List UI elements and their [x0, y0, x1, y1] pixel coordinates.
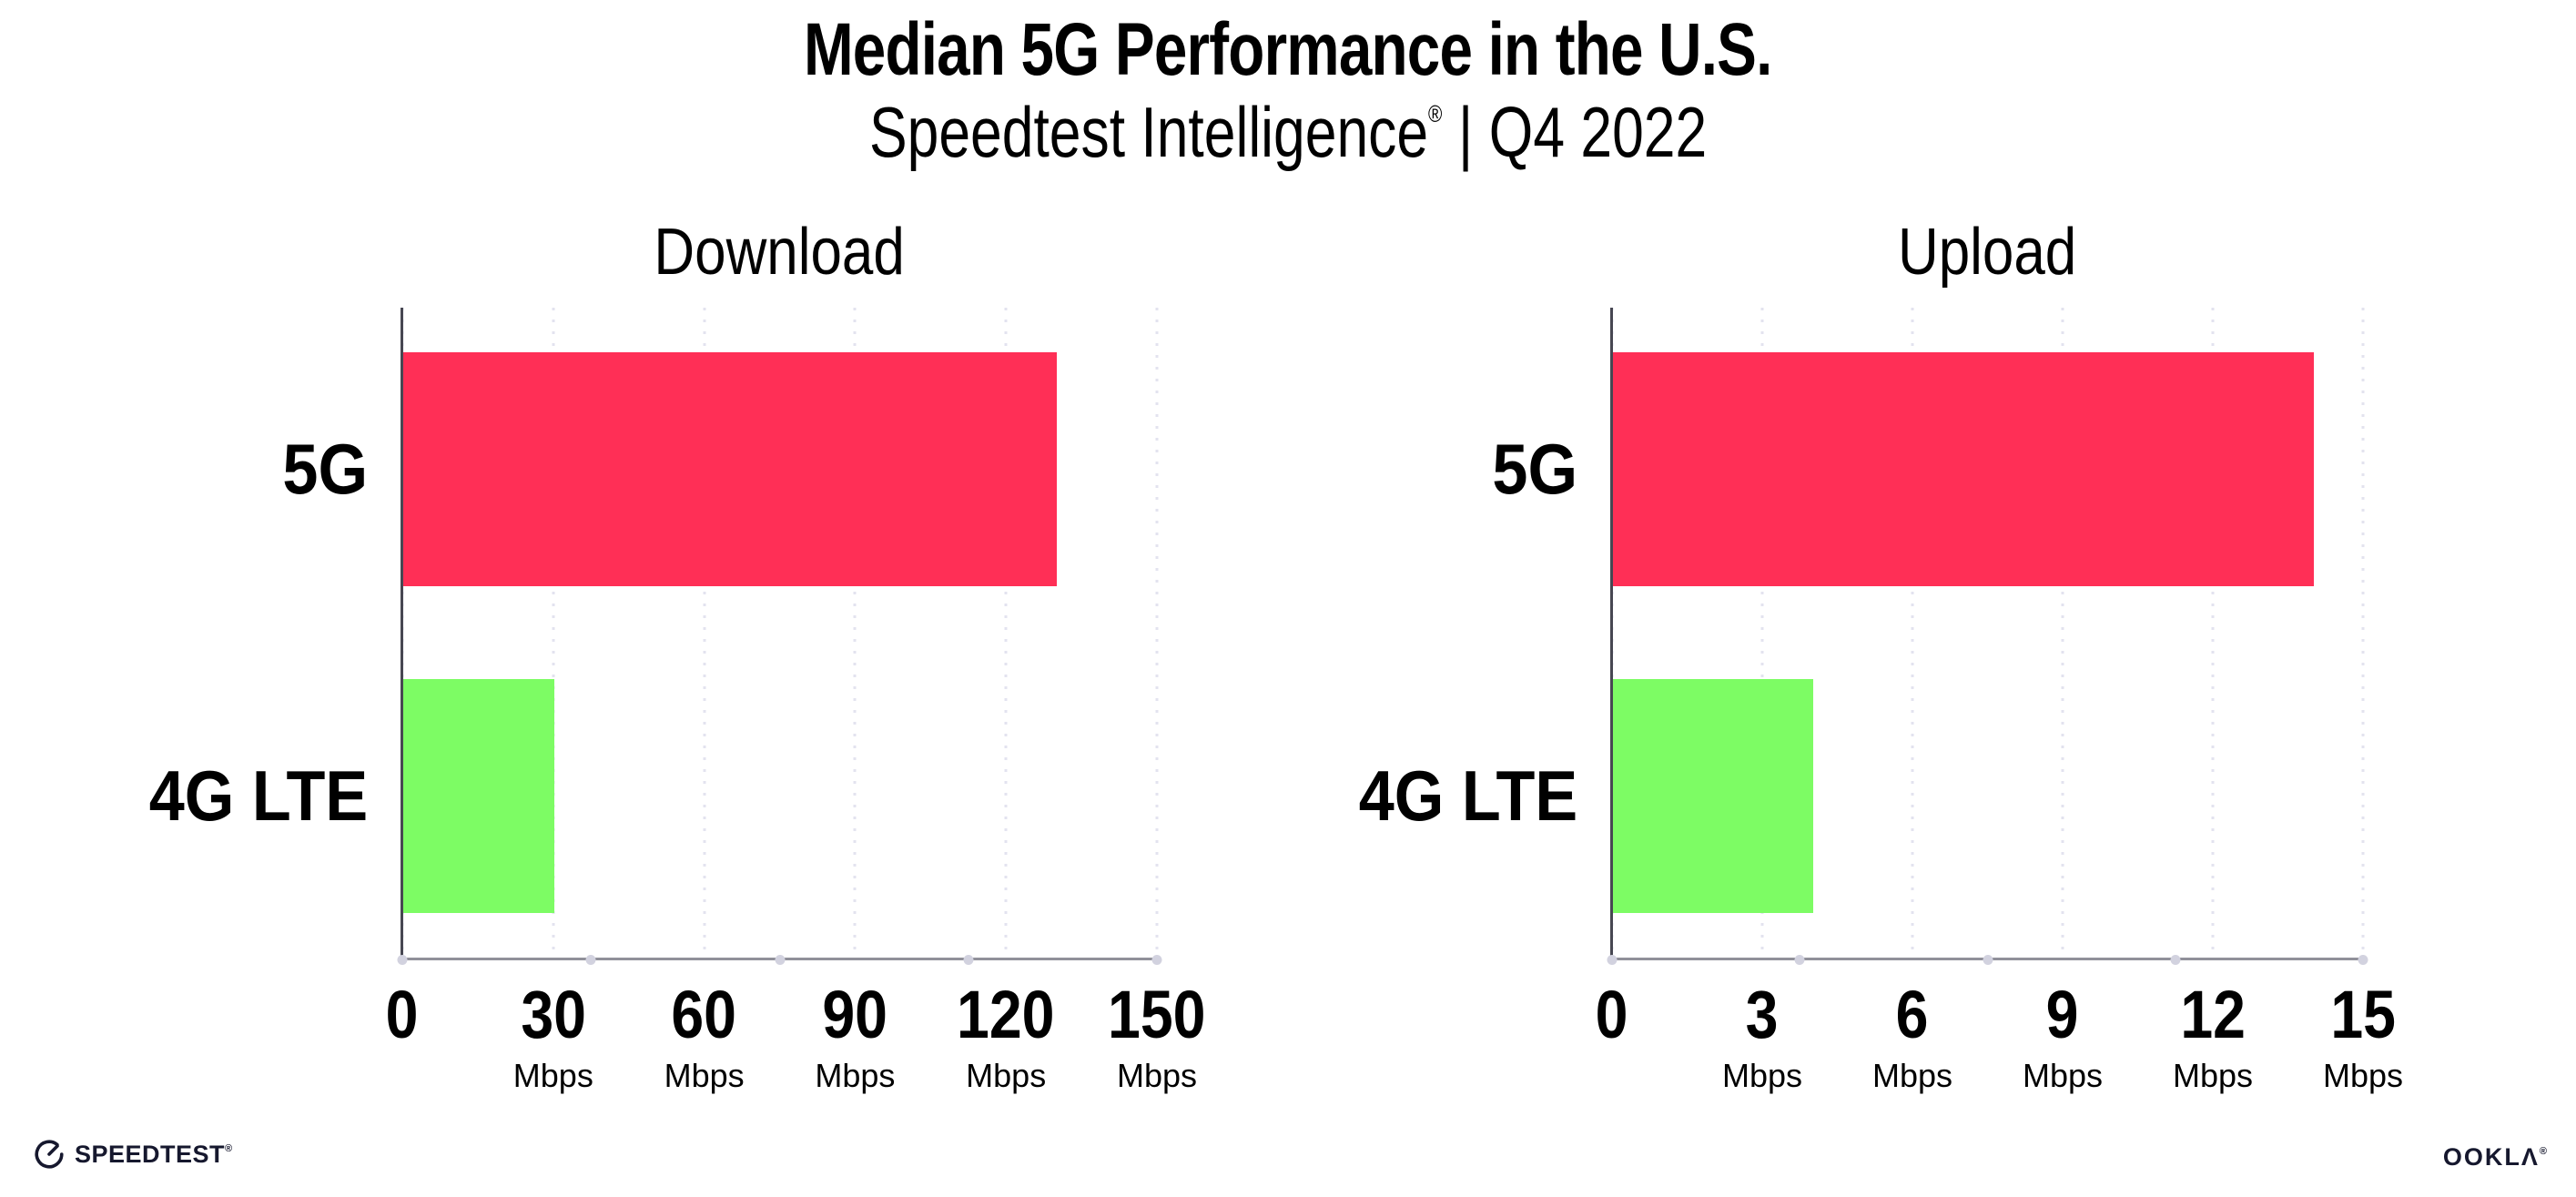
x-tick-unit: Mbps [1871, 1057, 1953, 1094]
x-tick-unit: Mbps [664, 1057, 745, 1094]
gridline [1004, 308, 1008, 959]
bar-4g-lte-download [403, 679, 554, 913]
speedtest-wordmark: SPEEDTEST® [75, 1141, 233, 1169]
category-label-4g-lte: 4G LTE [125, 760, 368, 831]
ookla-logo: OOKLΛ® [2443, 1143, 2549, 1172]
x-tick-value: 0 [386, 977, 419, 1052]
axis-tick-dot [585, 955, 596, 965]
y-axis-line [1610, 308, 1613, 960]
axis-tick-dot [1607, 955, 1618, 965]
gridline [1911, 308, 1914, 959]
x-tick: 0 [1521, 981, 1703, 1060]
x-tick-value: 120 [957, 977, 1055, 1052]
speedtest-wordmark-text: SPEEDTEST [75, 1140, 226, 1168]
bar-5g-upload [1613, 352, 2314, 586]
category-label-5g-text: 5G [282, 429, 368, 509]
upload-chart-title-text: Upload [1898, 216, 2077, 289]
ookla-wordmark-text: OOKLΛ [2442, 1143, 2540, 1171]
x-tick: 3 Mbps [1671, 981, 1853, 1092]
download-chart-title: Download [402, 215, 1157, 289]
x-tick-value: 9 [2046, 977, 2079, 1052]
x-tick-unit: Mbps [1116, 1057, 1198, 1094]
category-label-4g-lte: 4G LTE [1334, 760, 1577, 831]
x-tick: 150 Mbps [1066, 981, 1248, 1092]
axis-tick-dot [397, 955, 408, 965]
speedtest-gauge-icon [33, 1138, 66, 1171]
registered-mark: ® [1427, 100, 1443, 127]
x-tick: 90 Mbps [764, 981, 946, 1092]
page-title-text: Median 5G Performance in the U.S. [804, 8, 1772, 91]
x-tick-unit: Mbps [2322, 1057, 2404, 1094]
page-title: Median 5G Performance in the U.S. [0, 7, 2576, 93]
x-tick-value: 12 [2180, 977, 2246, 1052]
x-tick: 15 Mbps [2272, 981, 2454, 1092]
x-tick-value: 15 [2330, 977, 2396, 1052]
subtitle-separator: | [1457, 92, 1474, 172]
axis-tick-dot [1151, 955, 1162, 965]
page-subtitle-text: Speedtest Intelligence® | Q4 2022 [869, 91, 1707, 174]
axis-tick-dot [963, 955, 974, 965]
x-tick-value: 0 [1596, 977, 1628, 1052]
x-tick: 9 Mbps [1972, 981, 2154, 1092]
axis-tick-dot [1794, 955, 1805, 965]
x-tick-unit: Mbps [512, 1057, 593, 1094]
category-label-5g: 5G [273, 433, 368, 504]
x-tick-value: 60 [671, 977, 737, 1052]
upload-chart-title: Upload [1612, 215, 2363, 289]
x-tick-value: 90 [822, 977, 888, 1052]
category-label-4g-lte-text: 4G LTE [148, 756, 368, 836]
gridline [703, 308, 706, 959]
bar-5g-download [403, 352, 1058, 586]
gridline [552, 308, 555, 959]
x-tick-unit: Mbps [2172, 1057, 2254, 1094]
x-tick: 0 [311, 981, 493, 1060]
category-label-4g-lte-text: 4G LTE [1358, 756, 1577, 836]
x-tick-value: 30 [520, 977, 586, 1052]
gridline [2361, 308, 2365, 959]
download-chart-title-text: Download [654, 216, 906, 289]
x-tick-unit: Mbps [815, 1057, 896, 1094]
subtitle-brand: Speedtest Intelligence [868, 92, 1428, 172]
x-tick-value: 3 [1746, 977, 1779, 1052]
axis-tick-dot [2170, 955, 2181, 965]
axis-tick-dot [2358, 955, 2368, 965]
gridline [2061, 308, 2064, 959]
gridline [1760, 308, 1764, 959]
category-label-5g: 5G [1483, 433, 1577, 504]
category-label-5g-text: 5G [1492, 429, 1577, 509]
x-tick: 6 Mbps [1821, 981, 2003, 1092]
download-chart: Download 5G 4G LTE 0 30 Mbps [148, 216, 1205, 1092]
page-subtitle: Speedtest Intelligence® | Q4 2022 [0, 91, 2576, 174]
upload-chart: Upload 5G 4G LTE 0 3 Mbps 6 [1358, 216, 2403, 1092]
bar-4g-lte-upload [1613, 679, 1813, 913]
gridline [2211, 308, 2215, 959]
subtitle-period: Q4 2022 [1488, 92, 1708, 172]
x-tick: 60 Mbps [614, 981, 796, 1092]
x-tick-unit: Mbps [1721, 1057, 1803, 1094]
x-tick-value: 6 [1896, 977, 1929, 1052]
ookla-registered-mark: ® [2539, 1146, 2549, 1157]
x-tick-unit: Mbps [2022, 1057, 2104, 1094]
x-tick: 30 Mbps [462, 981, 644, 1092]
speedtest-registered-mark: ® [225, 1142, 233, 1154]
x-tick-value: 150 [1108, 977, 1206, 1052]
x-tick: 12 Mbps [2122, 981, 2304, 1092]
gridline [1155, 308, 1159, 959]
y-axis-line [401, 308, 403, 960]
speedtest-logo: SPEEDTEST® [33, 1138, 233, 1171]
x-tick-unit: Mbps [966, 1057, 1047, 1094]
x-tick: 120 Mbps [915, 981, 1097, 1092]
axis-tick-dot [775, 955, 785, 965]
gridline [853, 308, 857, 959]
axis-tick-dot [1983, 955, 1993, 965]
